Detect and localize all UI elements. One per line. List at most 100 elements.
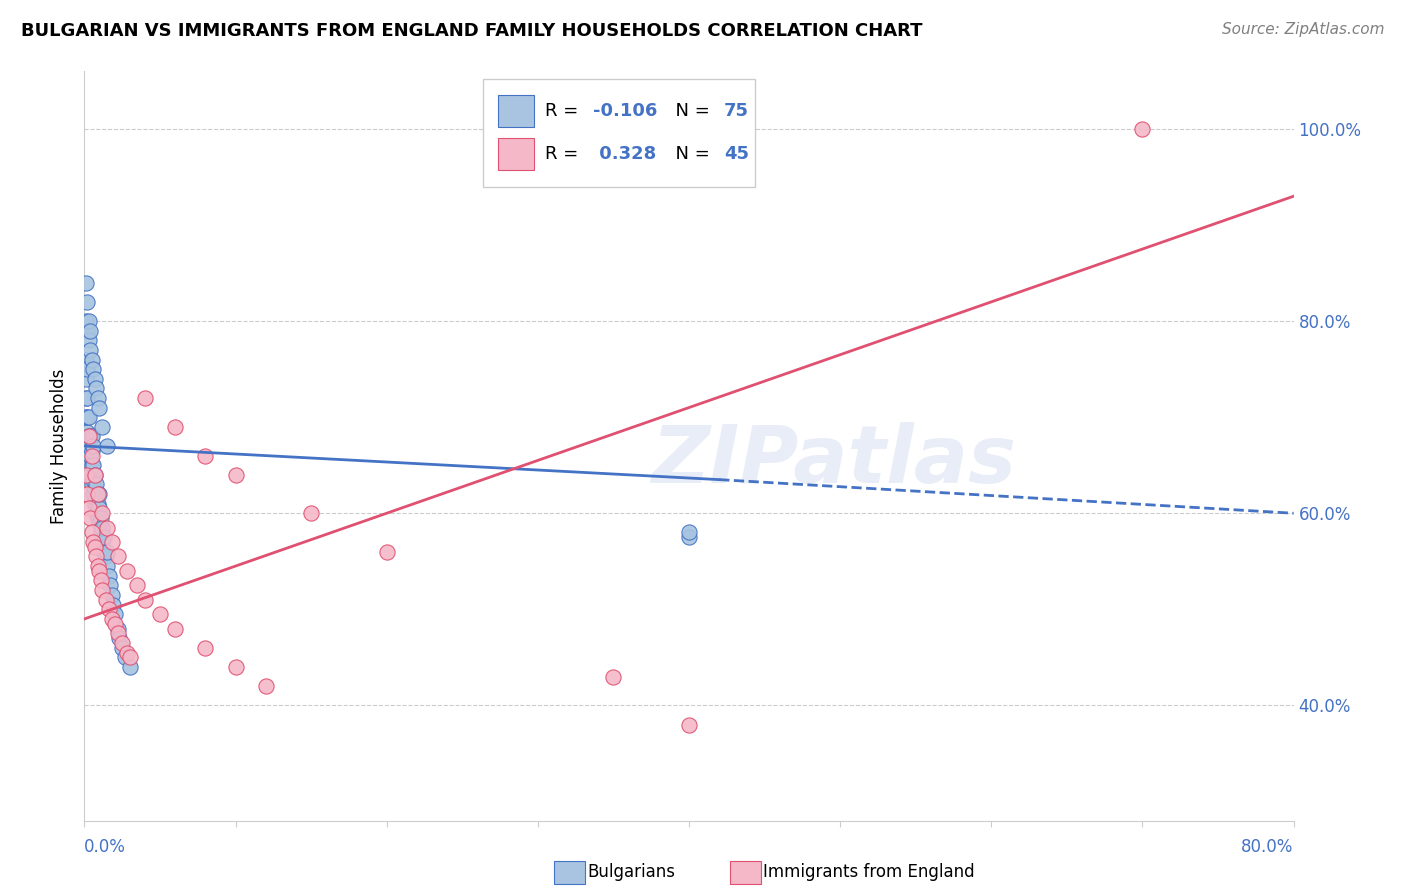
Point bbox=[89, 564, 111, 578]
Text: Source: ZipAtlas.com: Source: ZipAtlas.com bbox=[1222, 22, 1385, 37]
Point bbox=[79, 324, 101, 338]
Point bbox=[107, 549, 129, 564]
Text: 0.328: 0.328 bbox=[593, 145, 657, 162]
Point bbox=[91, 535, 114, 549]
Point bbox=[82, 487, 104, 501]
Point bbox=[107, 622, 129, 636]
Point bbox=[97, 602, 120, 616]
Point bbox=[91, 521, 114, 535]
Point bbox=[225, 467, 247, 482]
Point bbox=[91, 419, 114, 434]
Point bbox=[84, 497, 107, 511]
Point bbox=[89, 401, 111, 415]
Point bbox=[82, 458, 104, 473]
Point bbox=[77, 443, 100, 458]
Point bbox=[134, 592, 156, 607]
Point bbox=[299, 506, 322, 520]
Point bbox=[82, 362, 104, 376]
Point bbox=[89, 516, 111, 530]
Point bbox=[80, 525, 103, 540]
Point bbox=[75, 314, 97, 328]
Point bbox=[115, 646, 138, 660]
Point bbox=[194, 640, 217, 655]
Point bbox=[76, 362, 98, 376]
Point bbox=[114, 650, 136, 665]
Point bbox=[79, 343, 101, 357]
Point bbox=[194, 449, 217, 463]
Text: BULGARIAN VS IMMIGRANTS FROM ENGLAND FAMILY HOUSEHOLDS CORRELATION CHART: BULGARIAN VS IMMIGRANTS FROM ENGLAND FAM… bbox=[21, 22, 922, 40]
Point bbox=[80, 352, 103, 367]
Point bbox=[87, 559, 110, 574]
Point bbox=[76, 425, 98, 439]
Point bbox=[75, 434, 97, 449]
Point bbox=[149, 607, 172, 621]
Point bbox=[87, 487, 110, 501]
Point bbox=[77, 410, 100, 425]
Text: 45: 45 bbox=[724, 145, 749, 162]
Point bbox=[96, 521, 118, 535]
Point bbox=[75, 391, 97, 405]
Point bbox=[86, 549, 108, 564]
Point bbox=[75, 410, 97, 425]
Point bbox=[104, 607, 127, 621]
Point bbox=[80, 477, 103, 491]
Point bbox=[76, 439, 98, 453]
Point bbox=[77, 314, 100, 328]
Text: R =: R = bbox=[546, 145, 583, 162]
Point bbox=[75, 352, 97, 367]
Point bbox=[96, 559, 118, 574]
Point bbox=[111, 636, 134, 650]
Point bbox=[165, 622, 187, 636]
Point bbox=[87, 391, 110, 405]
Point bbox=[80, 449, 103, 463]
Text: ZIPatlas: ZIPatlas bbox=[651, 422, 1017, 500]
Point bbox=[90, 511, 112, 525]
Point bbox=[134, 391, 156, 405]
Point bbox=[84, 467, 107, 482]
Point bbox=[75, 276, 97, 290]
Point bbox=[127, 578, 149, 592]
Point bbox=[254, 679, 277, 693]
Point bbox=[87, 511, 110, 525]
Point bbox=[115, 564, 138, 578]
Point bbox=[165, 419, 187, 434]
Point bbox=[678, 717, 700, 731]
Text: N =: N = bbox=[664, 102, 716, 120]
Point bbox=[80, 429, 103, 443]
Point bbox=[101, 598, 124, 612]
Point bbox=[77, 429, 100, 443]
Point bbox=[375, 544, 398, 558]
Point bbox=[77, 501, 100, 516]
Point bbox=[118, 660, 141, 674]
Point bbox=[75, 372, 97, 386]
Point bbox=[93, 544, 115, 558]
Point bbox=[86, 506, 108, 520]
FancyBboxPatch shape bbox=[484, 78, 755, 187]
Point bbox=[90, 525, 112, 540]
Text: 75: 75 bbox=[724, 102, 749, 120]
FancyBboxPatch shape bbox=[498, 95, 534, 127]
Point bbox=[100, 588, 122, 602]
Point bbox=[84, 540, 107, 554]
Point bbox=[97, 568, 120, 582]
Point bbox=[87, 497, 110, 511]
Point bbox=[98, 578, 121, 592]
Point bbox=[225, 660, 247, 674]
Point bbox=[678, 525, 700, 540]
Y-axis label: Family Households: Family Households bbox=[51, 368, 69, 524]
Point bbox=[100, 535, 122, 549]
Point bbox=[602, 669, 624, 683]
Point bbox=[118, 650, 141, 665]
Point bbox=[86, 477, 108, 491]
Point bbox=[84, 372, 107, 386]
Point bbox=[1130, 122, 1153, 136]
Text: Immigrants from England: Immigrants from England bbox=[763, 863, 976, 881]
Point bbox=[82, 473, 104, 487]
Point bbox=[82, 535, 104, 549]
Point bbox=[104, 616, 127, 631]
Point bbox=[93, 530, 115, 544]
Point bbox=[107, 626, 129, 640]
FancyBboxPatch shape bbox=[498, 138, 534, 169]
Point bbox=[79, 467, 101, 482]
Point bbox=[91, 583, 114, 598]
